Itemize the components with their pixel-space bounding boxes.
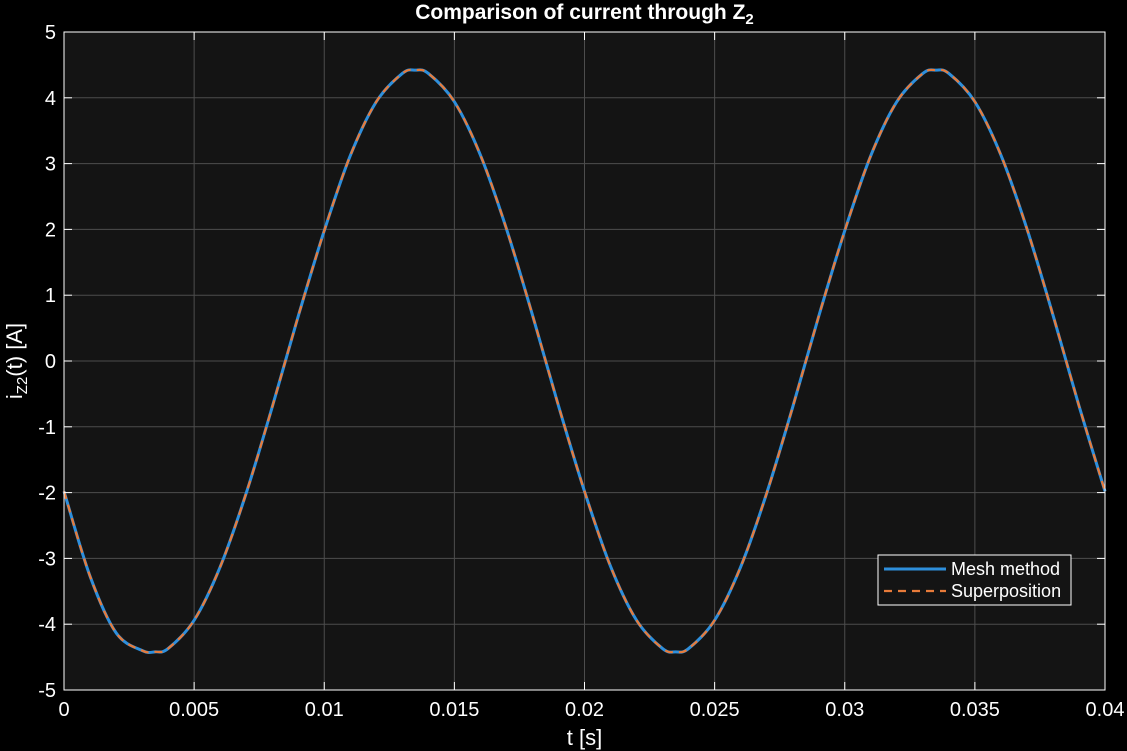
series-line-superposition	[62, 68, 1107, 654]
chart-title-main: Comparison of current through Z	[415, 1, 745, 24]
y-axis-label: iZ2(t) [A]	[2, 323, 31, 399]
y-tick-label: -4	[38, 614, 56, 636]
series-group	[62, 68, 1107, 654]
x-tick-label: 0.035	[950, 699, 1000, 721]
chart-title-subscript: 2	[745, 11, 753, 28]
legend-label-superposition: Superposition	[951, 581, 1061, 601]
y-axis-label-suffix: (t) [A]	[2, 323, 27, 377]
x-tick-label: 0.01	[305, 699, 344, 721]
y-tick-label: 1	[45, 285, 56, 307]
ticks: 0 0.005 0.01 0.015 0.02 0.025 0.03 0.035 0.04 -5 -…	[38, 22, 1124, 721]
legend: Mesh method Superposition	[877, 554, 1072, 606]
legend-label-mesh-method: Mesh method	[951, 559, 1060, 579]
x-tick-label: 0.015	[429, 699, 479, 721]
y-tick-label: 4	[45, 88, 56, 110]
y-tick-label: -3	[38, 548, 56, 570]
chart-title: Comparison of current through Z2	[415, 1, 754, 28]
y-axis-label-base: i	[2, 394, 27, 399]
y-tick-label: -1	[38, 417, 56, 439]
x-axis-label: t [s]	[567, 725, 602, 750]
x-tick-label: 0.025	[690, 699, 740, 721]
y-axis-label-subscript: Z2	[14, 377, 31, 395]
x-tick-label: 0.02	[565, 699, 604, 721]
x-tick-label: 0	[58, 699, 69, 721]
y-tick-label: 0	[45, 351, 56, 373]
x-tick-label: 0.005	[169, 699, 219, 721]
y-tick-label: 3	[45, 154, 56, 176]
legend-box	[877, 554, 1072, 606]
y-tick-label: -5	[38, 680, 56, 702]
y-tick-label: 2	[45, 219, 56, 241]
y-tick-label: -2	[38, 483, 56, 505]
x-tick-label: 0.04	[1086, 699, 1125, 721]
y-tick-label: 5	[45, 22, 56, 44]
x-tick-label: 0.03	[825, 699, 864, 721]
